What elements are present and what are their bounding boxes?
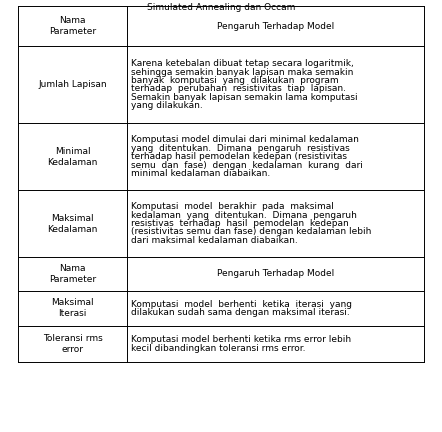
Text: Pengaruh Terhadap Model: Pengaruh Terhadap Model xyxy=(217,22,335,31)
Text: Toleransi rms
error: Toleransi rms error xyxy=(43,334,103,354)
Text: Maksimal
Iterasi: Maksimal Iterasi xyxy=(51,299,94,318)
Text: terhadap  perubahan  resistivitas  tiap  lapisan.: terhadap perubahan resistivitas tiap lap… xyxy=(131,84,346,93)
Text: semu  dan  fase)  dengan  kedalaman  kurang  dari: semu dan fase) dengan kedalaman kurang d… xyxy=(131,161,363,169)
Text: kedalaman  yang  ditentukan.  Dimana  pengaruh: kedalaman yang ditentukan. Dimana pengar… xyxy=(131,211,357,219)
Text: (resistivitas semu dan fase) dengan kedalaman lebih: (resistivitas semu dan fase) dengan keda… xyxy=(131,228,371,236)
Text: banyak  komputasi  yang  dilakukan  program: banyak komputasi yang dilakukan program xyxy=(131,76,339,85)
Text: minimal kedalaman diabaikan.: minimal kedalaman diabaikan. xyxy=(131,169,270,178)
Text: Minimal
Kedalaman: Minimal Kedalaman xyxy=(47,146,98,167)
Text: Karena ketebalan dibuat tetap secara logaritmik,: Karena ketebalan dibuat tetap secara log… xyxy=(131,59,354,68)
Text: yang dilakukan.: yang dilakukan. xyxy=(131,101,203,110)
Text: Nama
Parameter: Nama Parameter xyxy=(49,264,96,284)
Text: yang  ditentukan.  Dimana  pengaruh  resistivas: yang ditentukan. Dimana pengaruh resisti… xyxy=(131,144,350,152)
Text: sehingga semakin banyak lapisan maka semakin: sehingga semakin banyak lapisan maka sem… xyxy=(131,67,354,76)
Text: terhadap hasil pemodelan kedepan (resistivitas: terhadap hasil pemodelan kedepan (resist… xyxy=(131,152,347,161)
Text: kecil dibandingkan toleransi rms error.: kecil dibandingkan toleransi rms error. xyxy=(131,343,305,353)
Text: Komputasi  model  berakhir  pada  maksimal: Komputasi model berakhir pada maksimal xyxy=(131,202,334,211)
Text: Komputasi model berhenti ketika rms error lebih: Komputasi model berhenti ketika rms erro… xyxy=(131,335,351,344)
Text: Maksimal
Kedalaman: Maksimal Kedalaman xyxy=(47,213,98,234)
Text: Pengaruh Terhadap Model: Pengaruh Terhadap Model xyxy=(217,270,335,278)
Text: dari maksimal kedalaman diabaikan.: dari maksimal kedalaman diabaikan. xyxy=(131,236,298,245)
Text: resistivas  terhadap  hasil  pemodelan  kedepan: resistivas terhadap hasil pemodelan kede… xyxy=(131,219,349,228)
Text: Simulated Annealing dan Occam: Simulated Annealing dan Occam xyxy=(147,3,295,13)
Text: Komputasi  model  berhenti  ketika  iterasi  yang: Komputasi model berhenti ketika iterasi … xyxy=(131,300,352,309)
Text: dilakukan sudah sama dengan maksimal iterasi.: dilakukan sudah sama dengan maksimal ite… xyxy=(131,308,350,317)
Text: Nama
Parameter: Nama Parameter xyxy=(49,16,96,36)
Text: Jumlah Lapisan: Jumlah Lapisan xyxy=(38,80,107,89)
Text: Komputasi model dimulai dari minimal kedalaman: Komputasi model dimulai dari minimal ked… xyxy=(131,135,359,144)
Text: Semakin banyak lapisan semakin lama komputasi: Semakin banyak lapisan semakin lama komp… xyxy=(131,93,358,102)
